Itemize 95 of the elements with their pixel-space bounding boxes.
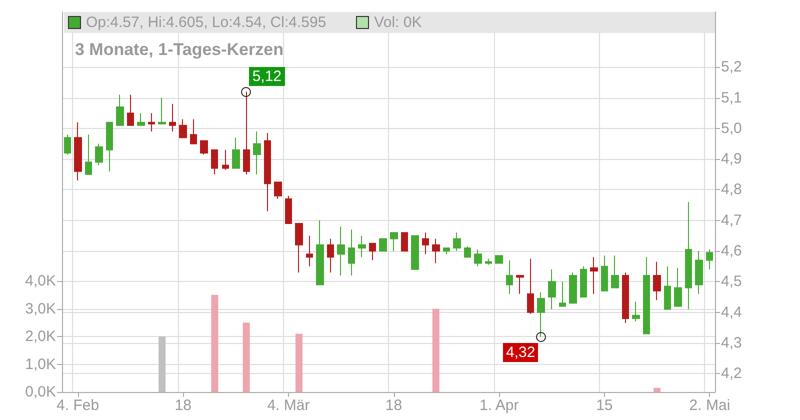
candlestick [706,249,713,270]
candlestick [390,232,398,252]
candlestick [253,131,261,175]
legend-label: Op:4.57, Hi:4.605, Lo:4.54, Cl:4.595 [86,14,326,31]
candlestick [106,122,113,172]
bar [158,336,166,392]
candlestick [664,266,671,310]
candlestick [485,258,492,266]
y2-tick-label: 1,0K [25,356,56,373]
y-tick-label: 4,5 [721,273,742,290]
candlestick [474,249,482,267]
candlestick [116,94,124,126]
candlestick [580,266,587,298]
candlestick [464,246,471,258]
candlestick [348,229,355,276]
candlestick [369,242,376,261]
candlestick [85,134,92,175]
candlestick [601,255,608,292]
candlestick [674,267,682,307]
candlestick [64,134,71,155]
candlestick [274,182,282,200]
candlestick [232,137,240,169]
bar [432,308,440,392]
y2-tick-label: 3,0K [25,300,56,318]
y2-tick-label: 2,0K [25,328,56,346]
candlestick [643,256,650,334]
candlestick [695,250,703,294]
x-tick-label: 1. Apr [479,397,519,414]
candlestick [295,222,303,273]
candlestick [653,261,661,301]
x-tick-label: 18 [174,397,192,414]
candlestick [337,226,345,276]
x-tick-label: 4. Feb [56,397,100,414]
y2-tick-label: 4,0K [25,272,56,290]
y-tick-label: 4,8 [721,181,742,198]
candlestick [453,232,461,252]
candlestick [379,238,387,252]
y-tick-label: 5,0 [721,120,742,137]
candlestick [264,132,271,212]
candlestick [559,281,566,307]
candlestick [95,143,103,166]
annotation: 4,32 [503,342,538,362]
candlestick [432,238,440,264]
y-tick-label: 4,2 [721,365,742,382]
candlestick [516,275,524,294]
candlestick [316,220,324,286]
candlestick [495,255,503,264]
candlestick [622,272,629,324]
y2-tick-label: 0,0K [25,384,56,400]
y-tick-label: 4,6 [721,242,742,260]
candlestick [74,122,82,182]
candlestick [169,103,176,132]
x-tick-label: 18 [385,397,402,414]
candlestick [358,235,366,258]
candlestick [222,149,229,170]
candlestick [148,112,155,132]
annotation: 5,12 [249,66,285,86]
candlestick [422,232,429,255]
candlestick [411,235,419,270]
y-tick-label: 4,9 [721,150,742,168]
y-tick-label: 4,3 [721,334,742,352]
candlestick [548,268,556,310]
candlestick [632,301,640,322]
y-tick-label: 4,4 [721,304,742,321]
candlestick [158,97,166,124]
candlestick [179,118,187,138]
candlestick [285,195,292,224]
candlestick [327,238,334,273]
text: Vol: 0K [374,14,422,31]
candlestick [200,140,208,155]
candlestick [685,202,692,310]
y-tick-label: 4,7 [721,212,742,229]
x-tick-label: 2. Mai [689,397,730,414]
y-tick-label: 5,2 [721,58,742,76]
candlestick [506,260,513,294]
y-tick-label: 5,1 [721,89,742,106]
candlestick [443,247,450,255]
candlestick [211,149,218,175]
text: 3 Monate, 1-Tages-Kerzen [75,40,284,59]
candlestick [569,272,577,304]
candlestick [590,256,598,294]
candlestick [611,255,619,288]
candlestick [137,112,145,126]
x-tick-label: 4. Mär [267,397,310,414]
candlestick [190,118,197,144]
candlestick [527,258,534,314]
bar [295,334,302,392]
bar [211,294,218,392]
candlestick [127,94,134,126]
bar [242,322,250,392]
bar [654,388,661,392]
x-tick-label: 15 [596,397,613,414]
candlestick [401,232,408,252]
candlestick [243,91,250,175]
candlestick [306,235,313,267]
